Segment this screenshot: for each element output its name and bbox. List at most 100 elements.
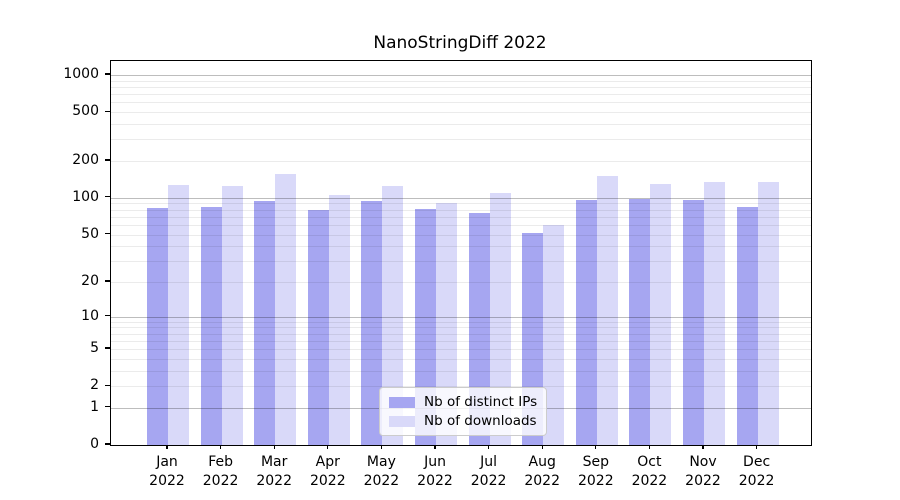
x-tick-label-jun: Jun 2022 — [417, 454, 453, 489]
chart-title: NanoStringDiff 2022 — [373, 33, 547, 53]
bar-distinct-ips-may — [361, 200, 383, 445]
gridline-300 — [111, 139, 811, 141]
x-tick-label-may: May 2022 — [363, 454, 400, 489]
legend-swatch-downloads — [389, 415, 415, 427]
x-tick-mark-aug — [541, 445, 543, 450]
x-tick-mark-sep — [595, 445, 597, 450]
bar-downloads-apr — [328, 195, 350, 445]
plot-area: Nb of distinct IPs Nb of downloads — [110, 60, 812, 446]
x-tick-label-nov: Nov 2022 — [685, 454, 721, 489]
legend-label-ips: Nb of distinct IPs — [424, 394, 538, 410]
y-tick-label-100: 100 — [72, 188, 99, 205]
y-tick-mark-200 — [105, 159, 110, 161]
gridline-500 — [111, 112, 811, 114]
y-tick-mark-0 — [105, 443, 110, 445]
gridline-1000 — [111, 75, 811, 76]
gridline-4 — [111, 358, 811, 360]
gridline-10 — [111, 316, 811, 318]
y-tick-label-1000: 1000 — [63, 66, 99, 82]
gridline-5 — [111, 349, 811, 351]
gridline-50 — [111, 234, 811, 236]
gridline-800 — [111, 87, 811, 88]
gridline-100 — [111, 197, 811, 199]
gridline-400 — [111, 124, 811, 125]
gridline-7 — [111, 333, 811, 335]
legend-item-distinct-ips: Nb of distinct IPs — [389, 394, 538, 410]
y-tick-label-500: 500 — [72, 103, 99, 120]
x-tick-label-aug: Aug 2022 — [524, 454, 560, 489]
y-tick-mark-10 — [105, 314, 110, 317]
legend: Nb of distinct IPs Nb of downloads — [379, 387, 547, 436]
y-tick-label-10: 10 — [81, 307, 99, 324]
y-tick-mark-20 — [105, 280, 110, 282]
x-tick-mark-jan — [166, 445, 168, 450]
bar-downloads-sep — [596, 176, 618, 445]
gridline-6 — [111, 340, 811, 342]
x-tick-label-jan: Jan 2022 — [149, 454, 185, 489]
bar-downloads-aug — [543, 224, 565, 445]
y-tick-label-2: 2 — [90, 377, 99, 394]
bar-distinct-ips-jun — [415, 209, 436, 445]
legend-item-downloads: Nb of downloads — [389, 413, 537, 429]
gridline-80 — [111, 209, 811, 211]
gridline-600 — [111, 102, 811, 104]
x-tick-mark-oct — [648, 445, 651, 450]
x-tick-mark-may — [380, 445, 383, 450]
legend-swatch-ips — [389, 396, 415, 408]
gridline-9 — [111, 321, 811, 323]
y-tick-mark-1 — [105, 406, 110, 408]
y-tick-mark-2 — [105, 384, 110, 386]
y-tick-label-20: 20 — [81, 273, 99, 289]
bar-downloads-dec — [757, 181, 779, 445]
bar-distinct-ips-apr — [307, 209, 329, 445]
y-tick-label-200: 200 — [72, 152, 99, 168]
bar-downloads-nov — [704, 181, 725, 445]
x-tick-mark-feb — [219, 445, 222, 450]
y-tick-label-5: 5 — [90, 340, 99, 357]
x-tick-label-dec: Dec 2022 — [738, 454, 775, 489]
gridline-20 — [111, 282, 811, 283]
gridline-2 — [111, 386, 811, 388]
bar-downloads-jan — [168, 184, 189, 445]
y-tick-mark-5 — [105, 347, 110, 349]
legend-label-downloads: Nb of downloads — [424, 413, 537, 429]
x-tick-mark-jul — [488, 445, 490, 450]
bar-downloads-oct — [650, 184, 672, 445]
gridline-70 — [111, 216, 811, 218]
x-tick-label-jul: Jul 2022 — [470, 454, 507, 489]
gridline-3 — [111, 370, 811, 372]
y-tick-label-50: 50 — [81, 225, 99, 242]
x-tick-label-mar: Mar 2022 — [256, 454, 292, 489]
x-tick-mark-nov — [702, 445, 704, 450]
bar-downloads-feb — [221, 186, 243, 445]
gridline-900 — [111, 80, 811, 82]
x-tick-label-sep: Sep 2022 — [577, 454, 614, 489]
x-tick-label-feb: Feb 2022 — [202, 454, 239, 489]
gridline-90 — [111, 203, 811, 205]
bar-distinct-ips-feb — [200, 207, 222, 445]
y-tick-label-0: 0 — [90, 436, 99, 452]
x-tick-mark-dec — [756, 445, 758, 450]
bar-distinct-ips-nov — [683, 199, 704, 445]
x-tick-label-apr: Apr 2022 — [309, 454, 346, 489]
y-tick-mark-500 — [105, 110, 110, 112]
x-tick-mark-mar — [273, 445, 275, 450]
gridline-700 — [111, 94, 811, 96]
y-tick-mark-100 — [105, 196, 110, 198]
y-tick-mark-1000 — [105, 73, 110, 75]
gridline-8 — [111, 327, 811, 329]
gridline-30 — [111, 261, 811, 263]
bar-downloads-mar — [275, 173, 297, 445]
x-tick-label-oct: Oct 2022 — [631, 454, 668, 489]
gridline-200 — [111, 161, 811, 162]
x-tick-mark-jun — [434, 445, 436, 450]
y-tick-mark-50 — [105, 232, 110, 235]
bar-distinct-ips-dec — [736, 207, 758, 445]
bar-downloads-may — [382, 186, 404, 445]
bar-distinct-ips-jan — [147, 207, 168, 445]
bar-distinct-ips-sep — [575, 200, 597, 445]
bar-downloads-jul — [489, 192, 511, 445]
x-tick-mark-apr — [327, 445, 329, 450]
y-tick-label-1: 1 — [90, 398, 99, 415]
